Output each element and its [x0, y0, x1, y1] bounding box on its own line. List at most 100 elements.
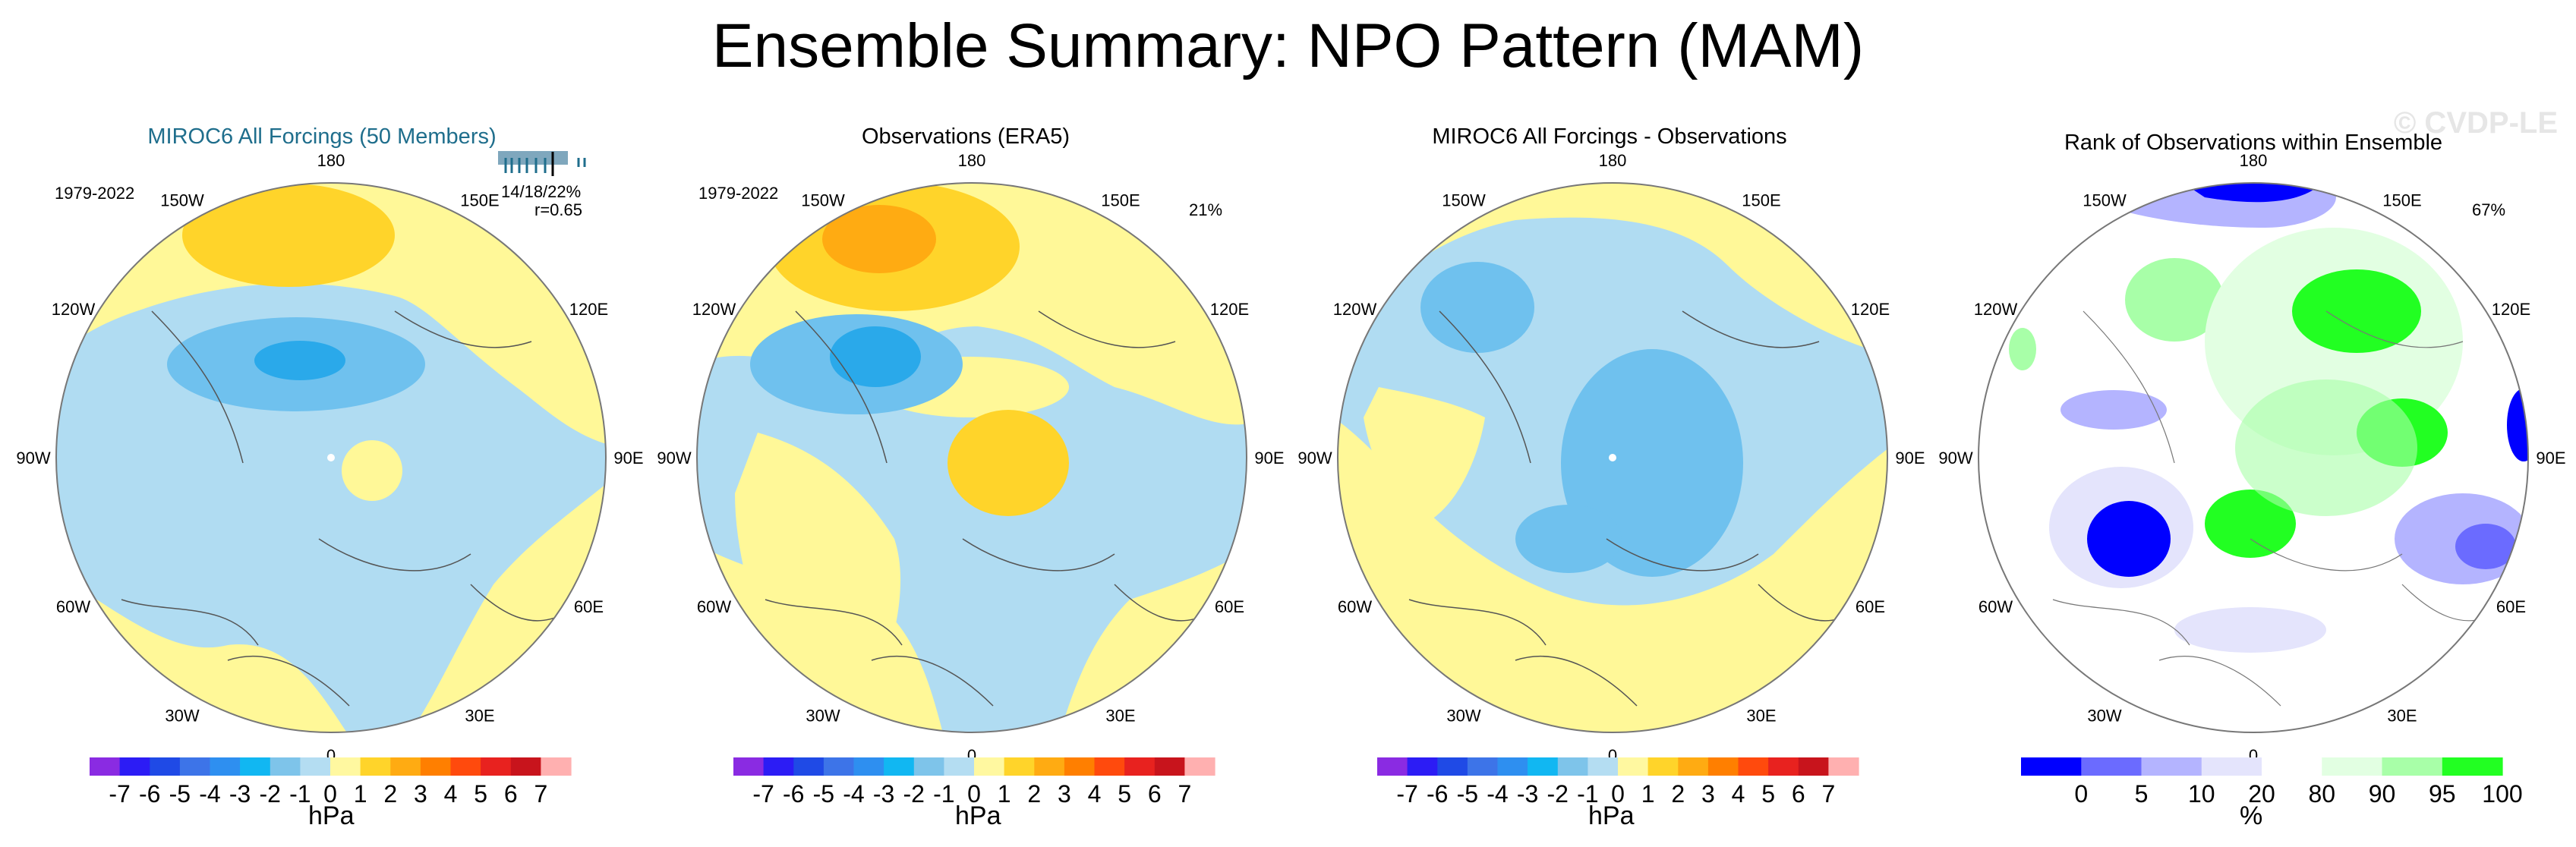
- lon-label: 90E: [2536, 449, 2565, 468]
- colorbar-tick-label: 3: [413, 780, 427, 808]
- colorbar-tick-label: 5: [474, 780, 488, 808]
- colorbar-tick-label: 1: [353, 780, 367, 808]
- colorbar-tick-label: -5: [1456, 780, 1479, 808]
- colorbar-tick-label: 20: [2248, 780, 2275, 808]
- colorbar-tick-label: -2: [1547, 780, 1569, 808]
- colorbar-swatch: [270, 757, 301, 776]
- colorbar-swatch: [1618, 757, 1649, 776]
- colorbar-swatch: [450, 757, 481, 776]
- map-outline: [55, 182, 607, 733]
- lon-label: 180: [958, 151, 986, 170]
- lon-label: 30E: [1746, 707, 1776, 726]
- lon-label: 120E: [1210, 300, 1249, 319]
- colorbar-swatch: [1064, 757, 1096, 776]
- colorbar-tick-label: 6: [1791, 780, 1805, 808]
- colorbar: [90, 757, 572, 776]
- lon-label: 30E: [2387, 707, 2417, 726]
- colorbar-tick-label: 0: [2074, 780, 2089, 808]
- lon-label: 60W: [1338, 597, 1372, 616]
- lon-label: 90E: [1254, 449, 1284, 468]
- colorbar-tick-label: 100: [2482, 780, 2523, 808]
- colorbar-swatch: [1467, 757, 1499, 776]
- lon-label: 150E: [1101, 191, 1140, 210]
- stat-label-1: 67%: [2472, 200, 2506, 219]
- colorbar-swatch: [823, 757, 855, 776]
- colorbar-swatch: [330, 757, 361, 776]
- lon-label: 120E: [569, 300, 608, 319]
- panel-ensemble-mean: MIROC6 All Forcings (50 Members) 1979-20…: [0, 114, 644, 847]
- colorbar-tick-label: 95: [2428, 780, 2456, 808]
- colorbar-swatch: [1407, 757, 1438, 776]
- watermark: © CVDP-LE: [2393, 106, 2558, 140]
- colorbar-swatch: [1738, 757, 1769, 776]
- stat-label-2: r=0.65: [534, 200, 582, 219]
- colorbar-tick-label: 2: [1027, 780, 1042, 808]
- lon-label: 90W: [657, 449, 691, 468]
- colorbar-tick-label: 4: [1731, 780, 1745, 808]
- colorbar-swatch: [179, 757, 211, 776]
- lon-label: 150W: [160, 191, 204, 210]
- lon-label: 120E: [2492, 300, 2530, 319]
- colorbar: [733, 757, 1215, 776]
- lon-label: 60E: [574, 597, 604, 616]
- colorbar-tick-label: 6: [503, 780, 518, 808]
- colorbar-swatch: [2442, 757, 2503, 776]
- period-label: 1979-2022: [698, 184, 779, 203]
- colorbar-tick-label: 7: [534, 780, 548, 808]
- lon-label: 150W: [2083, 191, 2127, 210]
- colorbar-tick-label: -7: [1396, 780, 1418, 808]
- colorbar-units: hPa: [1588, 801, 1635, 830]
- colorbar-tick-label: -4: [199, 780, 221, 808]
- colorbar-tick-label: -2: [259, 780, 281, 808]
- colorbar-tick-label: -3: [1516, 780, 1539, 808]
- colorbar-tick-label: 1: [1641, 780, 1655, 808]
- colorbar-tick-label: 5: [2134, 780, 2149, 808]
- colorbar-swatch: [853, 757, 884, 776]
- colorbar-tick-label: 5: [1118, 780, 1132, 808]
- colorbar-swatch: [913, 757, 944, 776]
- colorbar-tick-label: -6: [139, 780, 161, 808]
- lon-label: 90W: [1938, 449, 1972, 468]
- stat-label-1: 14/18/22%: [501, 182, 582, 201]
- colorbar-swatch: [1437, 757, 1468, 776]
- colorbar-labels: -7 -6 -5 -4 -3 -2 -1 0 1 2 3 4 5 6 7: [1288, 780, 1931, 811]
- colorbar-tick-label: 4: [443, 780, 458, 808]
- ensemble-strip: [498, 151, 586, 176]
- colorbar-tick-label: 3: [1057, 780, 1071, 808]
- lon-label: 90W: [1297, 449, 1332, 468]
- pole-marker: [327, 454, 335, 461]
- colorbar-tick-label: 7: [1178, 780, 1192, 808]
- lon-label: 30W: [165, 707, 199, 726]
- lon-label: 30E: [1105, 707, 1135, 726]
- lon-label: 30W: [1446, 707, 1480, 726]
- stat-label-1: 21%: [1189, 200, 1223, 219]
- lon-label: 180: [317, 151, 345, 170]
- colorbar-labels: -7 -6 -5 -4 -3 -2 -1 0 1 2 3 4 5 6 7: [644, 780, 1288, 811]
- panel-observations: Observations (ERA5) 1979-2022 21% 180 150…: [644, 114, 1288, 847]
- colorbar-swatch: [1497, 757, 1528, 776]
- colorbar-labels: -7 -6 -5 -4 -3 -2 -1 0 1 2 3 4 5 6 7: [0, 780, 644, 811]
- colorbar-swatch: [240, 757, 271, 776]
- colorbar-tick-label: 2: [1671, 780, 1685, 808]
- colorbar-swatch: [1377, 757, 1408, 776]
- period-label: 1979-2022: [55, 184, 135, 203]
- colorbar-swatch: [2382, 757, 2443, 776]
- map-fill: [1338, 183, 1887, 732]
- colorbar-swatch: [1647, 757, 1679, 776]
- colorbar-tick-label: -1: [1577, 780, 1599, 808]
- colorbar-swatch: [481, 757, 512, 776]
- lon-label: 60E: [1856, 597, 1885, 616]
- panel-difference: MIROC6 All Forcings - Observations 180 15…: [1288, 114, 1931, 847]
- lon-label: 90E: [1895, 449, 1925, 468]
- colorbar-swatch: [1528, 757, 1559, 776]
- colorbar-swatch: [974, 757, 1005, 776]
- colorbar-swatch: [2021, 757, 2082, 776]
- colorbar-swatch: [1094, 757, 1125, 776]
- colorbar-swatch: [1034, 757, 1065, 776]
- colorbar: [2021, 757, 2503, 776]
- colorbar-units: hPa: [955, 801, 1001, 830]
- lon-label: 30W: [806, 707, 840, 726]
- colorbar-swatch: [210, 757, 241, 776]
